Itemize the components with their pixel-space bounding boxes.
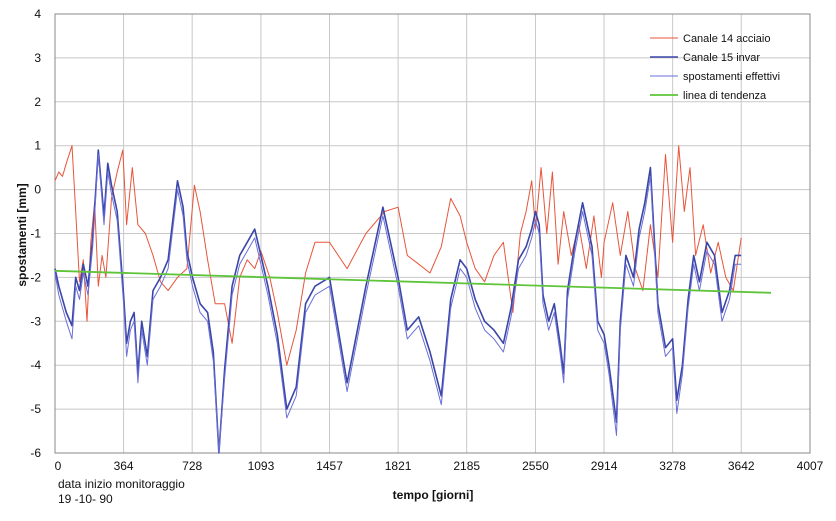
x-tick-labels: 0 364 728 1093 1457 1821 2185 2550 2914 3278 3642 4… <box>55 459 824 473</box>
y-tick-label: -2 <box>30 270 41 284</box>
x-tick-label: 0 <box>55 459 62 473</box>
x-tick-label: 3278 <box>659 459 686 473</box>
monitoring-start-label: data inizio monitoraggio <box>58 477 185 491</box>
x-tick-label: 2550 <box>522 459 549 473</box>
y-tick-labels: 4 3 2 1 0 -1 -2 -3 -4 -5 -6 <box>30 7 41 460</box>
x-tick-label: 2185 <box>453 459 480 473</box>
series-tendenza-line <box>54 269 772 294</box>
legend-label: spostamenti effettivi <box>683 71 780 83</box>
legend-item-canale-14: Canale 14 acciaio <box>650 33 770 45</box>
x-tick-label: 364 <box>114 459 134 473</box>
monitoring-start-note: data inizio monitoraggio 19 -10- 90 <box>58 477 185 507</box>
series-canale-14-line <box>54 145 742 366</box>
y-tick-label: -4 <box>30 358 41 372</box>
legend-label: linea di tendenza <box>683 90 767 102</box>
legend-item-effettivi: spostamenti effettivi <box>650 71 780 83</box>
y-tick-label: 0 <box>34 183 41 197</box>
x-axis-label: tempo [giorni] <box>393 488 474 502</box>
y-axis-label: spostamenti [mm] <box>15 183 29 286</box>
y-tick-label: 4 <box>34 7 41 21</box>
y-tick-label: 1 <box>34 139 41 153</box>
y-tick-label: -6 <box>30 446 41 460</box>
series-effettivi-line <box>54 154 742 454</box>
legend-item-tendenza: linea di tendenza <box>650 90 767 102</box>
series-group <box>54 145 772 454</box>
y-tick-label: -3 <box>30 314 41 328</box>
y-tick-label: 2 <box>34 95 41 109</box>
x-tick-label: 1457 <box>316 459 343 473</box>
x-tick-label: 1821 <box>385 459 412 473</box>
x-tick-label: 728 <box>182 459 202 473</box>
plot-frame <box>54 13 811 454</box>
legend: Canale 14 acciaio Canale 15 invar spostame… <box>650 33 780 102</box>
x-tick-label: 1093 <box>248 459 275 473</box>
y-tick-label: 3 <box>34 51 41 65</box>
x-tick-label: 3642 <box>728 459 755 473</box>
x-tick-label: 2914 <box>591 459 618 473</box>
series-canale-15-line <box>54 149 742 454</box>
legend-label: Canale 15 invar <box>683 52 760 64</box>
y-tick-label: -1 <box>30 227 41 241</box>
y-tick-label: -5 <box>30 402 41 416</box>
legend-item-canale-15: Canale 15 invar <box>650 52 760 64</box>
monitoring-start-date: 19 -10- 90 <box>58 492 113 506</box>
x-tick-label: 4007 <box>797 459 824 473</box>
legend-label: Canale 14 acciaio <box>683 33 770 45</box>
